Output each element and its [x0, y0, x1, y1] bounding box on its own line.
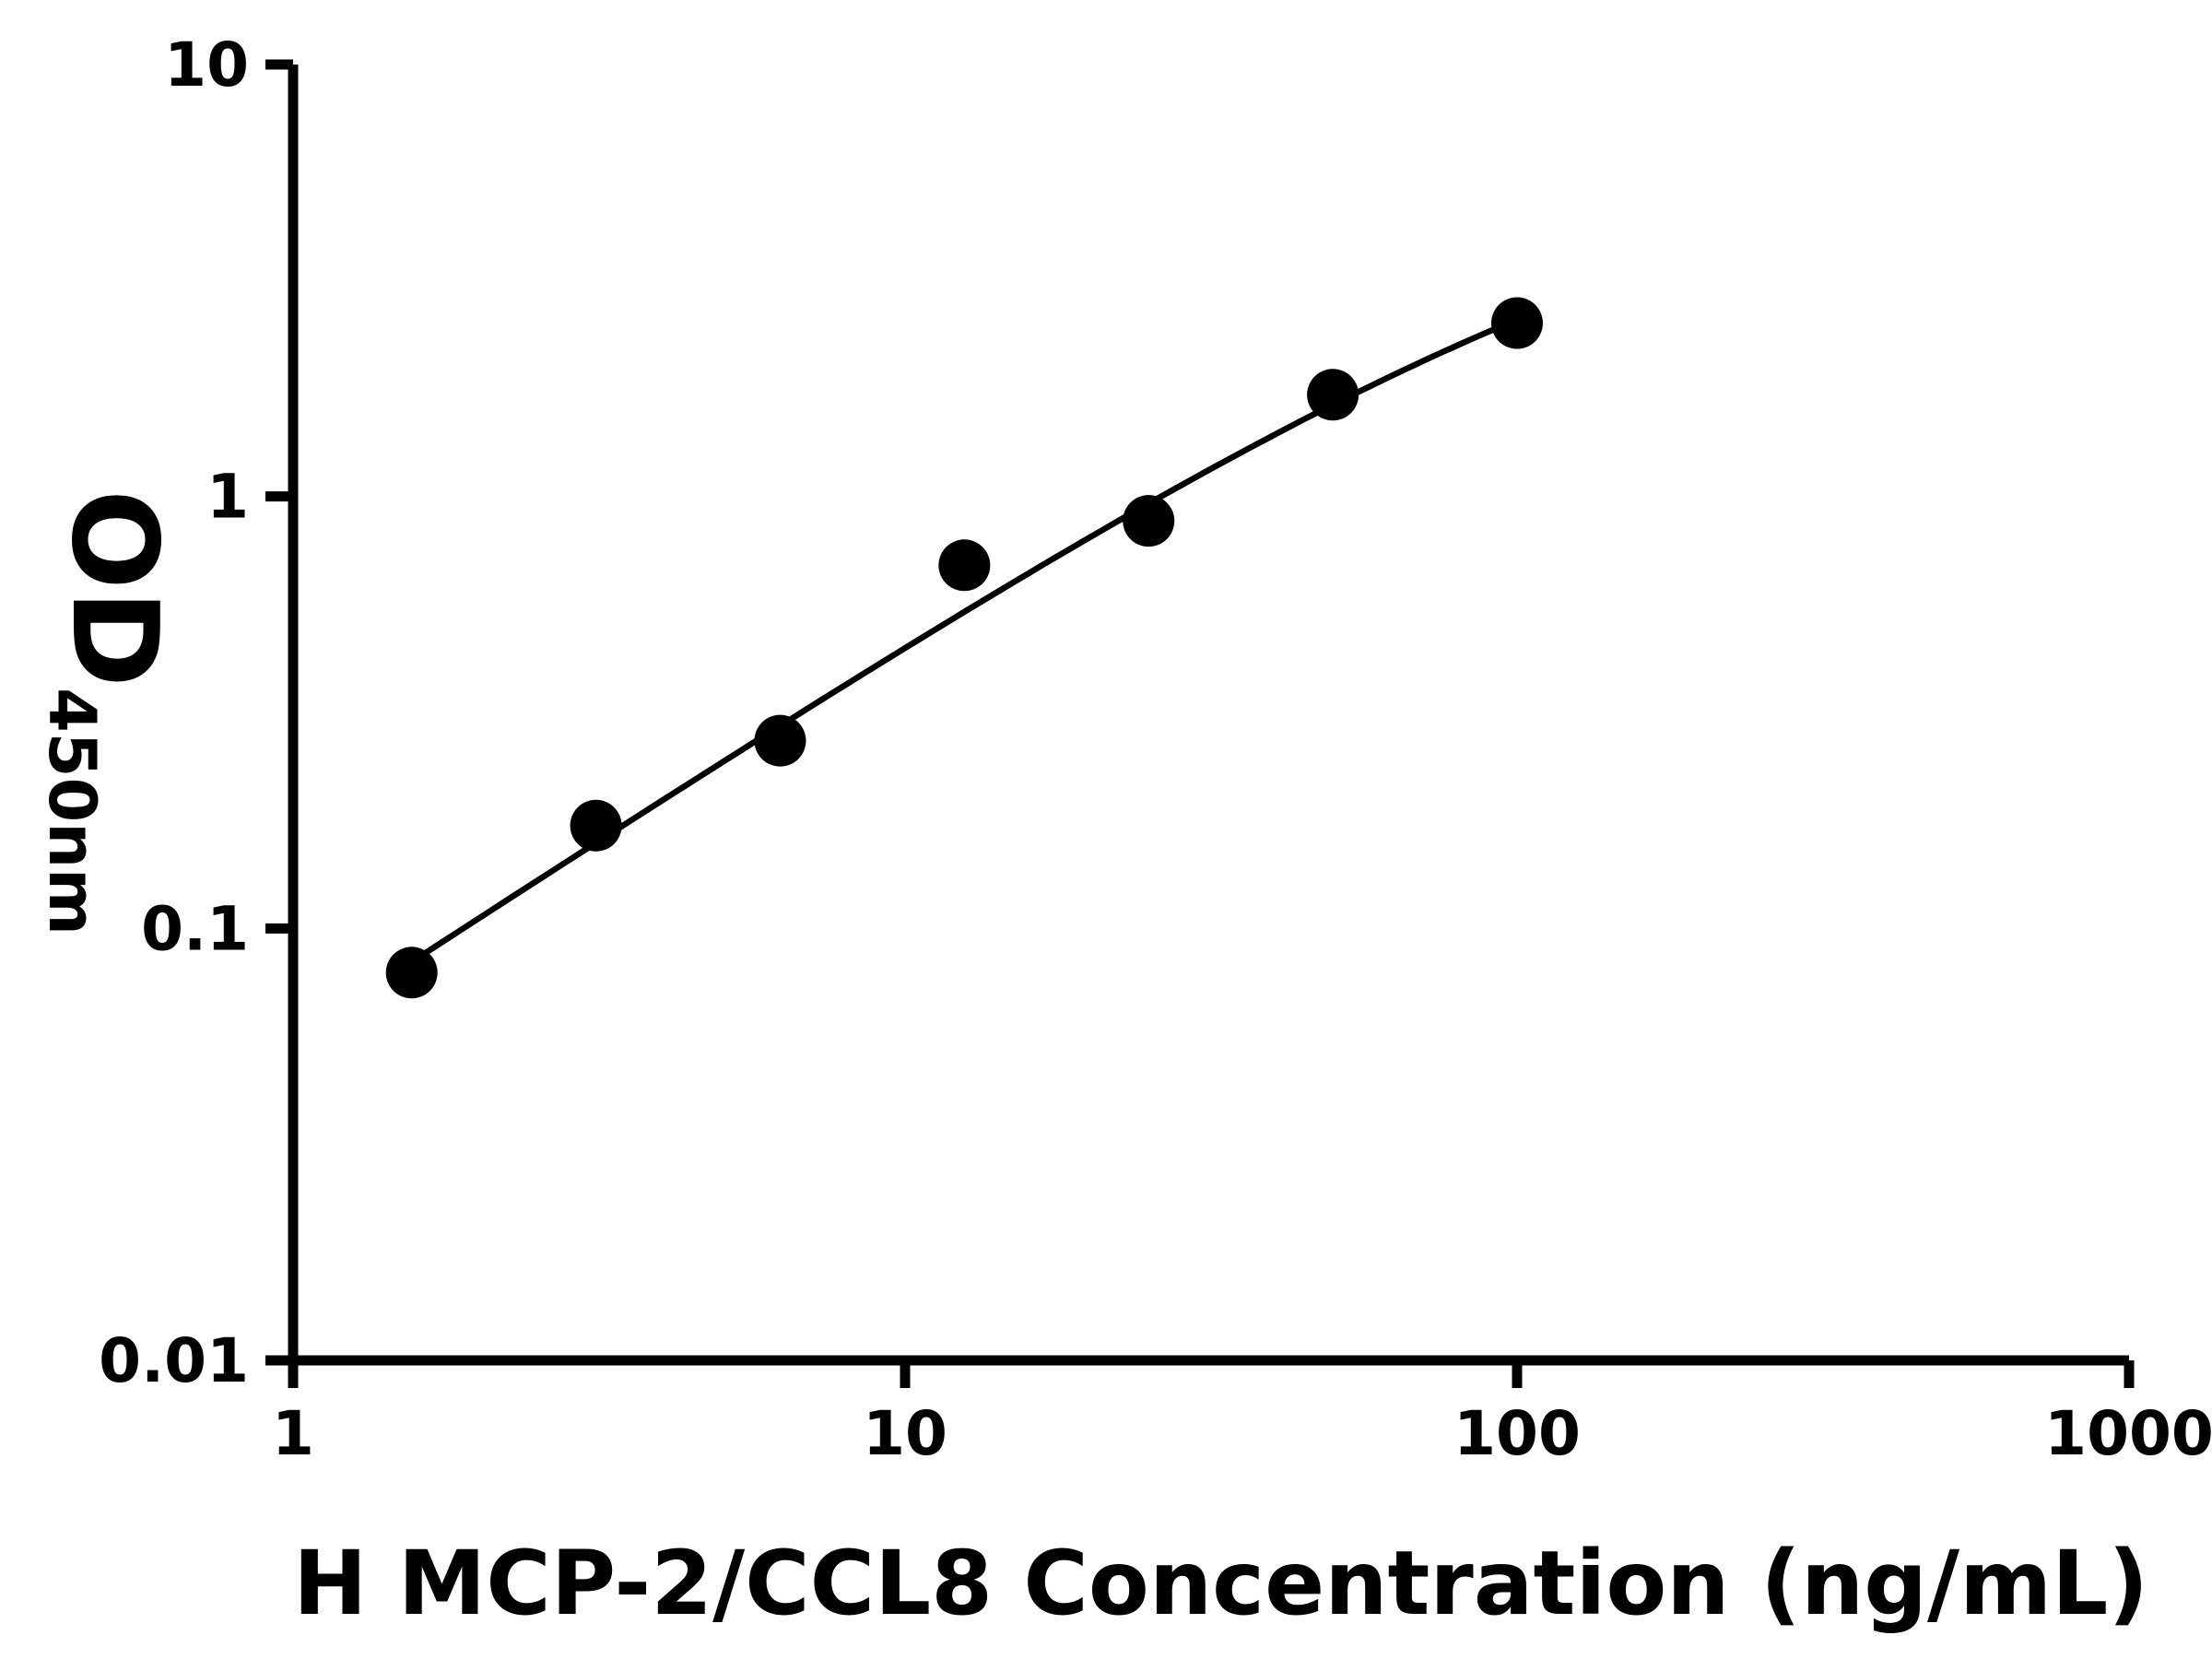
- data-point: [385, 947, 438, 999]
- x-axis-tick-label: 1000: [2044, 1398, 2212, 1469]
- y-axis-tick-label: 0.01: [99, 1325, 249, 1396]
- y-axis-tick-label: 0.1: [141, 893, 249, 964]
- x-axis-tick-label: 1: [272, 1398, 314, 1469]
- y-axis-tick-label: 10: [164, 29, 249, 100]
- y-axis-title: OD450nm: [34, 489, 182, 935]
- y-axis-title-main: OD: [45, 489, 182, 688]
- data-point: [1491, 297, 1543, 349]
- fit-curve: [408, 316, 1521, 965]
- axis-spines: [288, 65, 2129, 1366]
- y-axis-tick-label: 1: [206, 462, 249, 533]
- data-point: [1307, 369, 1359, 421]
- x-axis-title: H MCP-2/CCL8 Concentration (ng/mL): [293, 1532, 2149, 1635]
- x-axis-tick-label: 100: [1453, 1398, 1581, 1469]
- y-axis-title-subscript: 450nm: [34, 688, 110, 935]
- data-point: [938, 539, 991, 592]
- x-axis-tick-label: 10: [863, 1398, 947, 1469]
- data-point: [1123, 495, 1175, 547]
- data-point: [570, 799, 622, 852]
- data-point: [754, 714, 806, 767]
